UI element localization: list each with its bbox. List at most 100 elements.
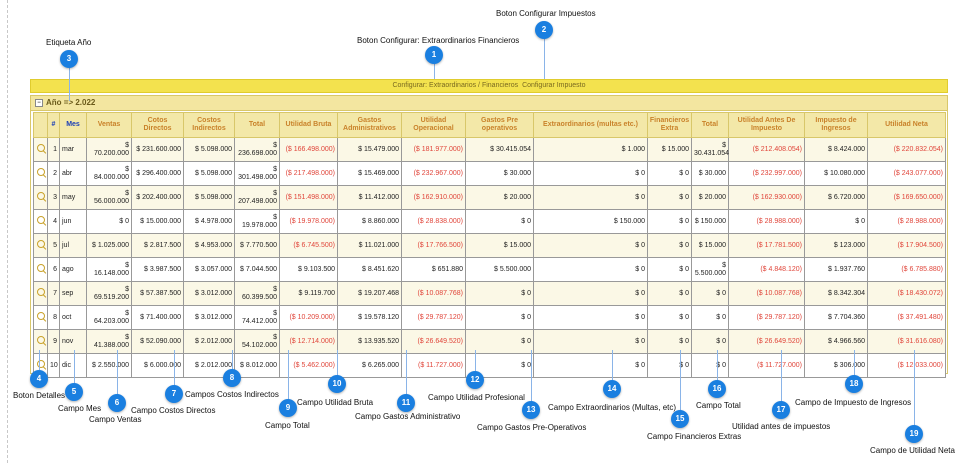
connector-line bbox=[854, 350, 855, 376]
table-cell: $ 74.412.000 bbox=[234, 305, 280, 330]
table-cell: $ 236.698.000 bbox=[234, 137, 280, 162]
annotation-label-13: Campo Gastos Pre-Operativos bbox=[477, 423, 587, 432]
connector-line bbox=[69, 67, 70, 101]
collapse-icon[interactable]: − bbox=[35, 98, 43, 107]
table-cell: ($ 217.498.000) bbox=[279, 161, 338, 186]
magnifier-icon[interactable] bbox=[36, 264, 45, 272]
table-cell: mar bbox=[59, 137, 87, 162]
table-cell: $ 5.098.000 bbox=[183, 161, 235, 186]
table-cell: $ 0 bbox=[86, 209, 132, 234]
table-cell: $ 15.000 bbox=[691, 233, 729, 258]
magnifier-icon[interactable] bbox=[36, 360, 45, 368]
annotation-badge-7: 7 bbox=[165, 385, 183, 403]
magnifier-icon[interactable] bbox=[36, 192, 45, 200]
details-button[interactable] bbox=[33, 185, 48, 210]
details-button[interactable] bbox=[33, 161, 48, 186]
connector-line bbox=[174, 350, 175, 386]
table-cell: $ 0 bbox=[533, 185, 648, 210]
table-cell: $ 56.000.000 bbox=[86, 185, 132, 210]
magnifier-icon[interactable] bbox=[36, 336, 45, 344]
table-cell: oct bbox=[59, 305, 87, 330]
table-cell: $ 19.978.000 bbox=[234, 209, 280, 234]
annotation-label-8: Campos Costos Indirectos bbox=[185, 390, 279, 399]
table-cell: ($ 243.077.000) bbox=[867, 161, 946, 186]
table-cell: $ 30.415.054 bbox=[465, 137, 534, 162]
table-cell: ($ 26.649.520) bbox=[728, 329, 805, 354]
table-cell: $ 4.953.000 bbox=[183, 233, 235, 258]
table-cell: $ 0 bbox=[647, 233, 692, 258]
table-cell: 10 bbox=[47, 353, 60, 378]
annotation-label-14: Campo Extraordinarios (Multas, etc) bbox=[548, 403, 677, 412]
page-guide-line bbox=[7, 0, 8, 463]
table-cell: $ 60.399.500 bbox=[234, 281, 280, 306]
magnifier-icon[interactable] bbox=[36, 168, 45, 176]
table-cell: $ 202.400.000 bbox=[131, 185, 184, 210]
table-cell: ($ 166.498.000) bbox=[279, 137, 338, 162]
annotation-badge-13: 13 bbox=[522, 401, 540, 419]
table-row: 9 nov $ 41.388.000 $ 52.090.000 $ 2.012.000 $… bbox=[33, 329, 946, 354]
annotation-label-6: Campo Ventas bbox=[89, 415, 142, 424]
table-cell: $ 0 bbox=[533, 257, 648, 282]
table-row: 7 sep $ 69.519.200 $ 57.387.500 $ 3.012.000 $… bbox=[33, 281, 946, 306]
details-button[interactable] bbox=[33, 257, 48, 282]
magnifier-icon[interactable] bbox=[36, 240, 45, 248]
table-cell: ($ 10.209.000) bbox=[279, 305, 338, 330]
table-cell: $ 0 bbox=[647, 209, 692, 234]
annotation-badge-2: 2 bbox=[535, 21, 553, 39]
table-cell: $ 0 bbox=[533, 233, 648, 258]
table-cell: ($ 28.988.000) bbox=[867, 209, 946, 234]
annotation-label-9: Campo Total bbox=[265, 421, 310, 430]
annotation-label-7: Campo Costos Directos bbox=[131, 406, 216, 415]
connector-line bbox=[39, 350, 40, 370]
annotation-label-18: Campo de Impuesto de Ingresos bbox=[795, 398, 912, 407]
annotation-label-17: Utilidad antes de impuestos bbox=[732, 422, 831, 431]
table-cell: $ 64.203.000 bbox=[86, 305, 132, 330]
table-cell: $ 11.412.000 bbox=[337, 185, 402, 210]
magnifier-icon[interactable] bbox=[36, 312, 45, 320]
details-button[interactable] bbox=[33, 233, 48, 258]
table-cell: ($ 12.033.000) bbox=[867, 353, 946, 378]
table-cell: 5 bbox=[47, 233, 60, 258]
table-cell: $ 0 bbox=[647, 161, 692, 186]
column-header: Utilidad Neta bbox=[867, 112, 946, 138]
table-cell: $ 30.000 bbox=[465, 161, 534, 186]
table-cell: $ 1.000 bbox=[533, 137, 648, 162]
annotation-badge-3: 3 bbox=[60, 50, 78, 68]
annotation-label-19: Campo de Utilidad Neta bbox=[870, 446, 955, 455]
table-cell: $ 8.424.000 bbox=[804, 137, 868, 162]
table-row: 10 dic $ 2.550.000 $ 6.000.000 $ 2.012.000 $ … bbox=[33, 353, 946, 378]
details-button[interactable] bbox=[33, 329, 48, 354]
magnifier-icon[interactable] bbox=[36, 288, 45, 296]
magnifier-icon[interactable] bbox=[36, 144, 45, 152]
column-header: Mes bbox=[59, 112, 87, 138]
config-extraordinarios-button[interactable]: Configurar: Extraordinarios / Financiero… bbox=[392, 82, 519, 89]
table-cell: ($ 26.649.520) bbox=[401, 329, 466, 354]
table-cell: nov bbox=[59, 329, 87, 354]
table-cell: 4 bbox=[47, 209, 60, 234]
details-button[interactable] bbox=[33, 137, 48, 162]
table-cell: ($ 11.727.000) bbox=[728, 353, 805, 378]
annotation-badge-5: 5 bbox=[65, 383, 83, 401]
annotation-label-5: Campo Mes bbox=[58, 404, 102, 413]
connector-line bbox=[74, 350, 75, 384]
details-button[interactable] bbox=[33, 209, 48, 234]
connector-line bbox=[337, 350, 338, 376]
magnifier-icon[interactable] bbox=[36, 216, 45, 224]
table-cell: $ 0 bbox=[691, 353, 729, 378]
table-cell: $ 19.207.468 bbox=[337, 281, 402, 306]
table-cell: $ 5.500.000 bbox=[465, 257, 534, 282]
table-cell: 7 bbox=[47, 281, 60, 306]
year-header[interactable]: − Año => 2.022 bbox=[31, 96, 947, 111]
table-cell: $ 2.550.000 bbox=[86, 353, 132, 378]
table-cell: ($ 37.491.480) bbox=[867, 305, 946, 330]
table-cell: $ 13.935.520 bbox=[337, 329, 402, 354]
details-button[interactable] bbox=[33, 305, 48, 330]
table-cell: $ 0 bbox=[647, 257, 692, 282]
connector-line bbox=[475, 350, 476, 372]
details-button[interactable] bbox=[33, 281, 48, 306]
table-cell: $ 0 bbox=[691, 305, 729, 330]
table-cell: $ 0 bbox=[533, 353, 648, 378]
config-impuesto-button[interactable]: Configurar Impuesto bbox=[522, 82, 586, 89]
table-cell: ($ 29.787.120) bbox=[401, 305, 466, 330]
column-header: # bbox=[47, 112, 60, 138]
